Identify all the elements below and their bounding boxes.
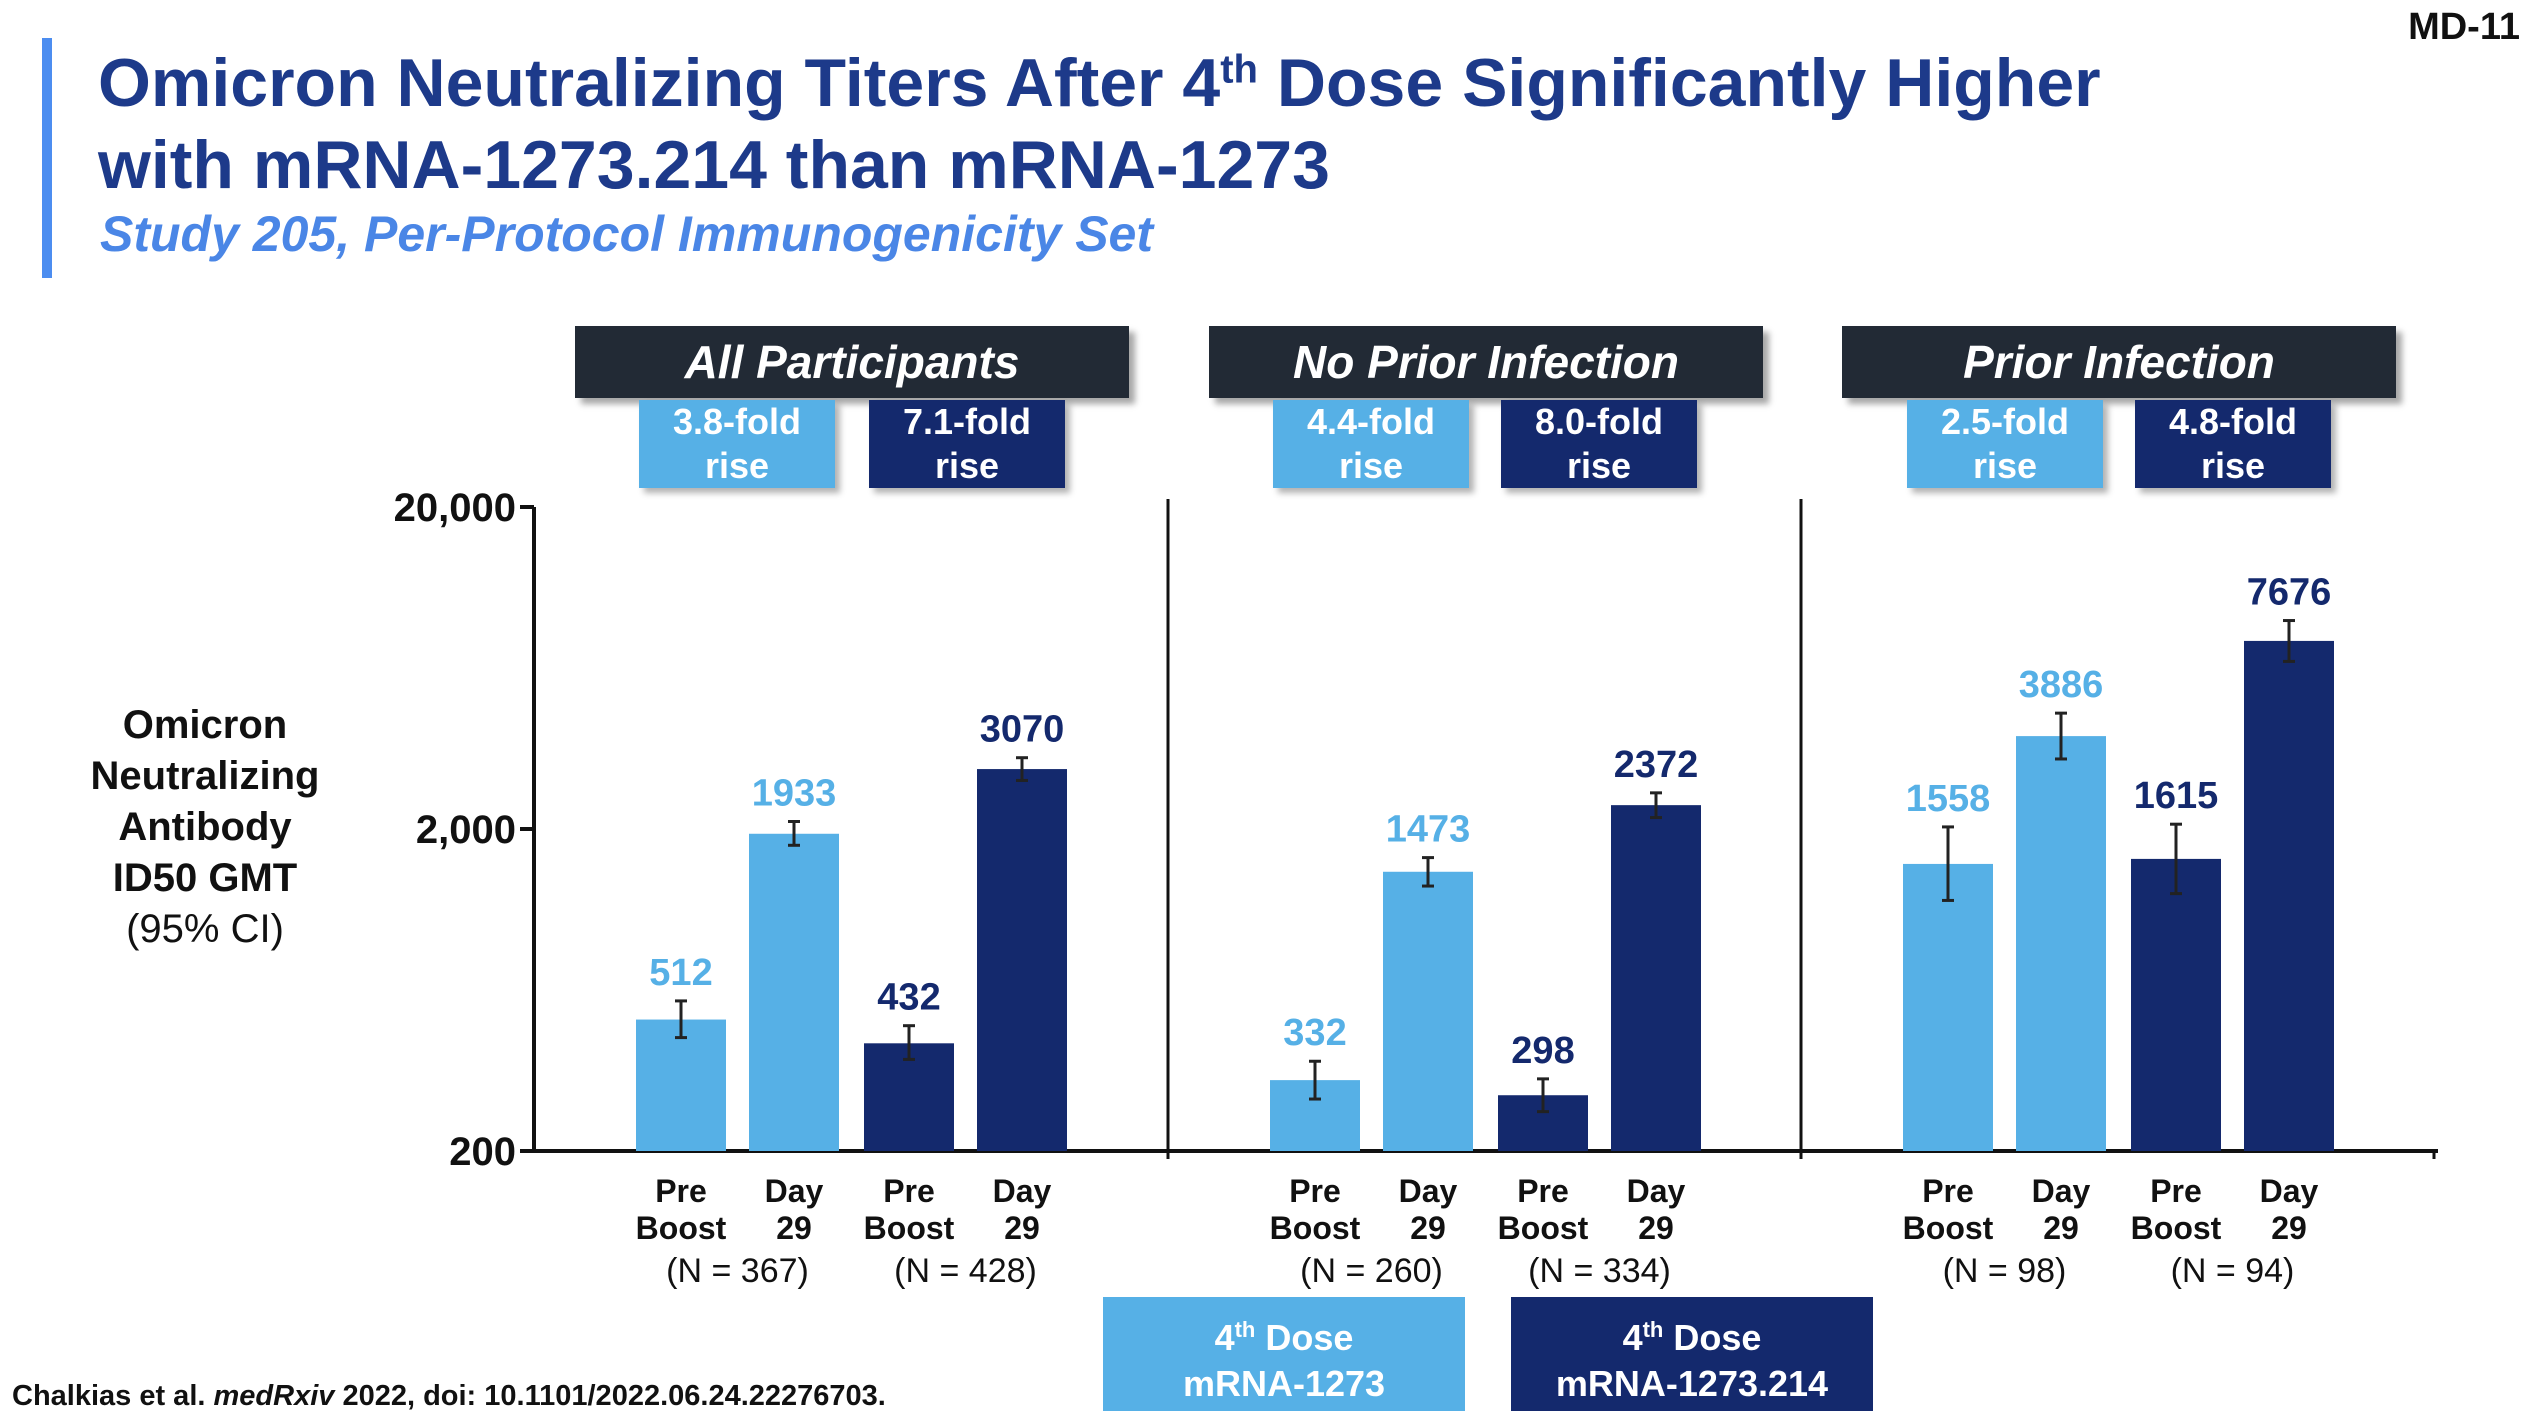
bar [2244, 640, 2334, 1151]
bar [977, 769, 1067, 1151]
x-tick-label: 29 [776, 1210, 812, 1246]
panel-header-all-participants: All Participants [575, 326, 1129, 398]
slide-id: MD-11 [2408, 6, 2520, 48]
y-axis-label-line-3: Antibody [118, 805, 292, 849]
legend-mrna-1273: 4th Dose mRNA-1273 [1103, 1297, 1465, 1411]
y-tick-label: 20,000 [394, 486, 516, 530]
panel-header-no-prior-infection: No Prior Infection [1209, 326, 1763, 398]
x-tick-label: Boost [636, 1210, 727, 1246]
x-tick-label: Day [993, 1173, 1052, 1209]
slide-subtitle: Study 205, Per-Protocol Immunogenicity S… [100, 206, 1154, 262]
bar [2016, 736, 2106, 1151]
x-tick-label: 29 [1004, 1210, 1040, 1246]
x-tick-label: Pre [1922, 1173, 1974, 1209]
data-label: 298 [1511, 1030, 1574, 1072]
bar [864, 1043, 954, 1151]
fold-rise-box: 8.0-fold rise [1501, 400, 1697, 488]
y-axis-label-line-2: Neutralizing [90, 754, 320, 798]
x-tick-label: 29 [2043, 1210, 2079, 1246]
x-tick-label: Day [2032, 1173, 2091, 1209]
x-tick-label: Boost [1903, 1210, 1994, 1246]
data-label: 1933 [752, 773, 837, 815]
fold-rise-box: 4.8-fold rise [2135, 400, 2331, 488]
data-label: 1615 [2134, 775, 2219, 817]
y-tick-label: 200 [449, 1130, 516, 1174]
x-tick-label: 29 [1410, 1210, 1446, 1246]
x-tick-label: 29 [1638, 1210, 1674, 1246]
group-n-label: (N = 367) [666, 1252, 809, 1290]
data-label: 332 [1283, 1012, 1346, 1054]
fold-rise-box: 3.8-fold rise [639, 400, 835, 488]
y-axis-label-ci: (95% CI) [126, 907, 284, 951]
group-n-label: (N = 260) [1300, 1252, 1443, 1290]
x-tick-label: Day [765, 1173, 824, 1209]
title-line-1-pre: Omicron Neutralizing Titers After 4 [98, 45, 1221, 121]
x-tick-label: 29 [2271, 1210, 2307, 1246]
slide-title: Omicron Neutralizing Titers After 4th Do… [98, 42, 2101, 206]
x-tick-label: Boost [1498, 1210, 1589, 1246]
x-tick-label: Boost [1270, 1210, 1361, 1246]
data-label: 432 [877, 977, 940, 1019]
y-axis-label: Omicron Neutralizing Antibody ID50 GMT (… [60, 700, 350, 955]
y-axis-label-line-1: Omicron [122, 703, 288, 747]
data-label: 3070 [980, 709, 1065, 751]
bar [1383, 871, 1473, 1151]
bar [749, 833, 839, 1151]
x-tick-label: Day [2260, 1173, 2319, 1209]
legend-mrna-1273-214: 4th Dose mRNA-1273.214 [1511, 1297, 1873, 1411]
x-tick-label: Pre [655, 1173, 707, 1209]
group-n-label: (N = 334) [1528, 1252, 1671, 1290]
x-tick-label: Boost [2131, 1210, 2222, 1246]
data-label: 2372 [1614, 744, 1699, 786]
bar [1611, 805, 1701, 1151]
x-tick-label: Pre [1517, 1173, 1569, 1209]
bar [2131, 858, 2221, 1151]
group-n-label: (N = 98) [1943, 1252, 2067, 1290]
data-label: 7676 [2247, 572, 2332, 614]
panel-header-prior-infection: Prior Infection [1842, 326, 2396, 398]
y-axis-label-line-4: ID50 GMT [112, 856, 298, 900]
data-label: 3886 [2019, 664, 2104, 706]
title-line-1-post: Dose Significantly Higher [1258, 45, 2101, 121]
x-tick-label: Boost [864, 1210, 955, 1246]
x-tick-label: Pre [883, 1173, 935, 1209]
fold-rise-box: 7.1-fold rise [869, 400, 1065, 488]
group-n-label: (N = 428) [894, 1252, 1037, 1290]
title-line-1: Omicron Neutralizing Titers After 4th Do… [98, 42, 2101, 124]
fold-rise-box: 4.4-fold rise [1273, 400, 1469, 488]
y-tick-label: 2,000 [416, 808, 516, 852]
fold-rise-box: 2.5-fold rise [1907, 400, 2103, 488]
title-line-2: with mRNA-1273.214 than mRNA-1273 [98, 127, 1330, 203]
group-n-label: (N = 94) [2171, 1252, 2295, 1290]
data-label: 512 [649, 952, 712, 994]
x-tick-label: Pre [2150, 1173, 2202, 1209]
data-label: 1558 [1906, 778, 1991, 820]
bar [1903, 863, 1993, 1151]
data-label: 1473 [1386, 809, 1471, 851]
bar [636, 1019, 726, 1151]
citation: Chalkias et al. medRxiv 2022, doi: 10.11… [12, 1380, 886, 1412]
title-accent-bar [42, 38, 52, 278]
x-tick-label: Day [1627, 1173, 1686, 1209]
x-tick-label: Pre [1289, 1173, 1341, 1209]
x-tick-label: Day [1399, 1173, 1458, 1209]
title-superscript: th [1220, 47, 1258, 92]
